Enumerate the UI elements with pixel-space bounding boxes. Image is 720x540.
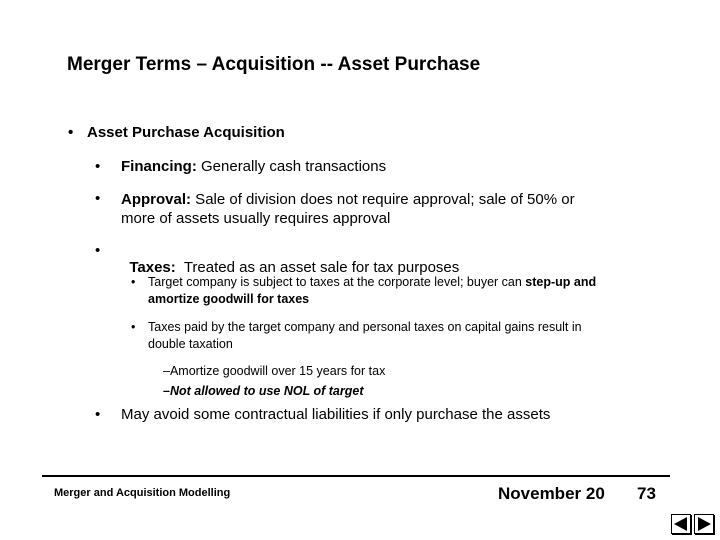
footer-date: November 20 [498,484,605,503]
taxes-text: Treated as an asset sale for tax purpose… [175,259,460,276]
sub-sub-item-nol: –Not allowed to use NOL of target [163,384,364,398]
approval-term: Approval: [121,191,192,208]
financing-text: Generally cash transactions [196,158,387,175]
sub-item-text: Target company is subject to taxes at th… [148,275,526,289]
bullet-marker: • [131,275,136,289]
taxes-item: Taxes: Treated as an asset sale for tax … [121,242,459,276]
previous-slide-button[interactable] [671,514,691,534]
bullet-marker: • [68,124,74,141]
bullet-marker: • [95,242,101,259]
bullet-marker: • [95,158,101,175]
next-slide-button[interactable] [694,514,714,534]
level1-item: Asset Purchase Acquisition [87,124,285,141]
bullet-marker: • [131,320,136,334]
footer-divider [42,475,670,477]
bullet-marker: • [95,406,101,423]
footer-course-title: Merger and Acquisition Modelling [54,487,231,499]
approval-item: Approval: Sale of division does not requ… [121,190,611,228]
bullet-marker: • [95,190,101,207]
sub-sub-item-amortize: –Amortize goodwill over 15 years for tax [163,364,386,378]
approval-text: Sale of division does not require approv… [121,191,575,227]
page-number: 73 [637,484,656,503]
sub-item-bold-text: step-up and amortize goodwill for taxes [148,275,597,306]
triangle-right-icon [698,517,711,531]
slide-title: Merger Terms – Acquisition -- Asset Purc… [67,54,481,75]
sub-item-double-taxation: Taxes paid by the target company and per… [148,320,582,351]
taxes-term: Taxes: [129,259,176,276]
triangle-left-icon [674,517,687,531]
financing-term: Financing: [121,158,197,175]
contractual-liabilities-item: May avoid some contractual liabilities i… [121,406,551,423]
financing-item: Financing: Generally cash transactions [121,158,386,175]
sub-item-corporate-taxes: Target company is subject to taxes at th… [148,274,614,308]
